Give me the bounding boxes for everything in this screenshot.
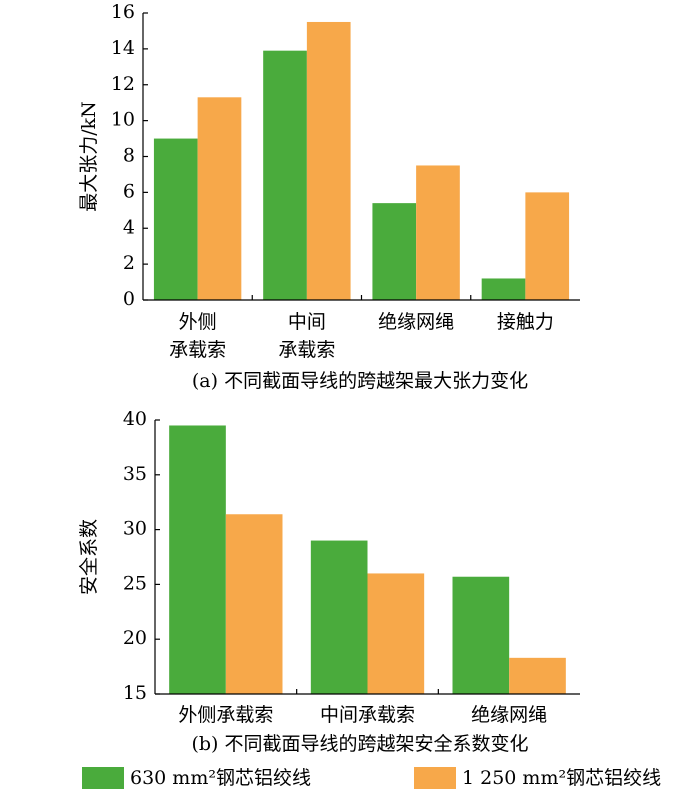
x-tick-label: 外侧承载索 <box>178 704 273 726</box>
bar <box>169 425 226 694</box>
bar <box>509 657 566 694</box>
bar <box>225 514 283 694</box>
bar <box>452 576 510 694</box>
y-tick-label: 10 <box>111 109 135 131</box>
bar <box>153 138 198 300</box>
x-tick-label: 绝缘网绳 <box>471 704 547 726</box>
x-tick-label: 接触力 <box>497 311 554 333</box>
y-axis-label: 最大张力/kN <box>78 101 100 212</box>
legend-swatch <box>82 767 124 789</box>
legend-label: 630 mm²钢芯铝绞线 <box>130 767 311 789</box>
y-tick-label: 40 <box>123 408 147 430</box>
caption: (a) 不同截面导线的跨越架最大张力变化 <box>192 370 528 392</box>
bar <box>263 50 307 301</box>
bar <box>367 573 425 694</box>
x-tick-label: 承载索 <box>169 339 226 361</box>
y-tick-label: 20 <box>123 627 147 649</box>
y-tick-label: 2 <box>123 252 135 274</box>
y-tick-label: 30 <box>123 518 147 540</box>
y-tick-label: 0 <box>123 288 135 310</box>
bar <box>310 540 368 694</box>
bar <box>306 21 351 300</box>
y-tick-label: 14 <box>111 37 135 59</box>
y-tick-label: 4 <box>123 216 135 238</box>
bar <box>416 165 460 300</box>
y-tick-label: 8 <box>123 145 135 167</box>
x-tick-label: 中间 <box>288 311 326 333</box>
y-tick-label: 6 <box>123 180 135 202</box>
x-tick-label: 中间承载索 <box>320 704 415 726</box>
bar <box>372 203 417 300</box>
x-tick-label: 外侧 <box>179 311 217 333</box>
legend-swatch <box>414 767 456 789</box>
caption: (b) 不同截面导线的跨越架安全系数变化 <box>191 733 528 755</box>
y-axis-label: 安全系数 <box>78 519 100 595</box>
bar <box>197 97 242 301</box>
x-tick-label: 绝缘网绳 <box>378 311 454 333</box>
y-tick-label: 35 <box>123 463 147 485</box>
y-tick-label: 15 <box>123 682 147 704</box>
y-tick-label: 16 <box>111 1 135 23</box>
bar <box>525 192 570 300</box>
legend-label: 1 250 mm²钢芯铝绞线 <box>462 767 661 789</box>
y-tick-label: 12 <box>111 73 135 95</box>
x-tick-label: 承载索 <box>278 339 335 361</box>
y-tick-label: 25 <box>123 572 147 594</box>
bar <box>481 278 526 300</box>
